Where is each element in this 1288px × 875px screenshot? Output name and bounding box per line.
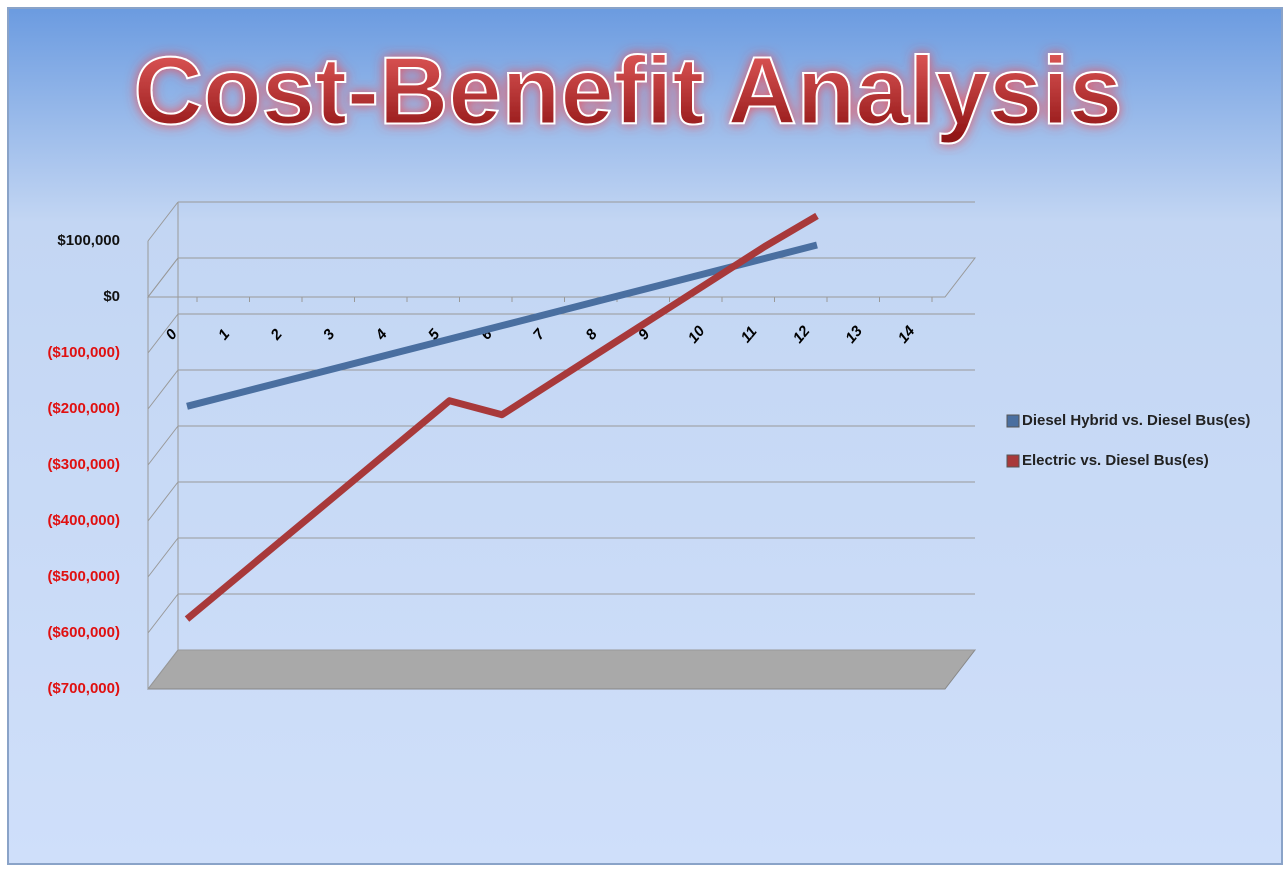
y-tick-label: $100,000	[57, 232, 120, 249]
legend-label: Electric vs. Diesel Bus(es)	[1022, 452, 1209, 469]
floor	[146, 649, 977, 690]
grid-line-side	[147, 481, 179, 522]
grid-line-side	[147, 201, 179, 242]
y-tick-label: ($500,000)	[47, 568, 120, 585]
series-line	[186, 241, 818, 410]
grid-line-side	[147, 313, 179, 354]
chart-title: Cost-Benefit Analysis	[134, 37, 1123, 144]
grid-line-side	[147, 537, 179, 578]
grid-line-side	[147, 649, 179, 690]
legend-swatch	[1006, 454, 1020, 468]
legend-swatch	[1006, 414, 1020, 428]
y-tick-label: ($200,000)	[47, 400, 120, 417]
y-tick-label: ($700,000)	[47, 680, 120, 697]
y-tick-label: ($600,000)	[47, 624, 120, 641]
y-tick-label: $0	[103, 288, 120, 305]
grid-line-side	[147, 425, 179, 466]
grid-line-side	[147, 593, 179, 634]
y-tick-label: ($100,000)	[47, 344, 120, 361]
y-tick-label: ($400,000)	[47, 512, 120, 529]
zero-plane	[146, 257, 977, 298]
background	[7, 7, 1283, 865]
grid-line-side	[147, 369, 179, 410]
legend-label: Diesel Hybrid vs. Diesel Bus(es)	[1022, 412, 1250, 429]
y-tick-label: ($300,000)	[47, 456, 120, 473]
series-line	[184, 212, 819, 622]
